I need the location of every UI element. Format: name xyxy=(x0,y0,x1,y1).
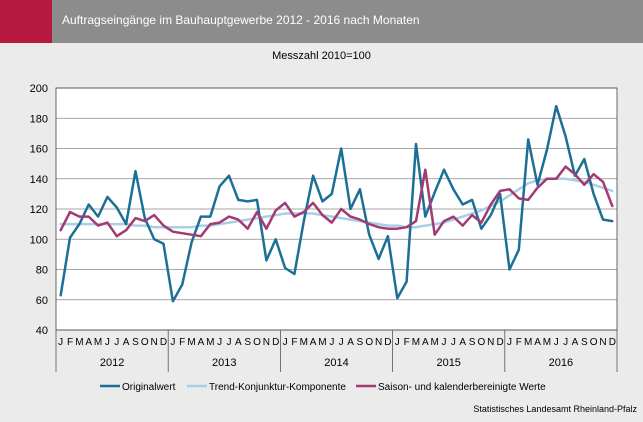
x-tick-label: M xyxy=(94,337,102,348)
y-tick-label: 80 xyxy=(36,265,48,277)
legend-label: Saison- und kalenderbereinigte Werte xyxy=(378,382,546,393)
y-tick-label: 160 xyxy=(30,144,48,156)
year-label: 2015 xyxy=(436,357,460,369)
header-accent xyxy=(0,0,52,43)
x-tick-label: J xyxy=(442,337,447,348)
y-tick-label: 140 xyxy=(30,174,48,186)
x-tick-label: M xyxy=(187,337,195,348)
x-tick-label: O xyxy=(365,337,373,348)
x-tick-label: M xyxy=(206,337,214,348)
x-tick-label: A xyxy=(459,337,466,348)
x-tick-label: M xyxy=(75,337,83,348)
y-tick-label: 200 xyxy=(30,83,48,95)
chart-title: Auftragseingänge im Bauhauptgewerbe 2012… xyxy=(62,13,420,27)
x-tick-label: S xyxy=(357,337,364,348)
legend-label: Originalwert xyxy=(122,382,176,393)
x-tick-label: J xyxy=(217,337,222,348)
x-tick-label: F xyxy=(67,337,73,348)
x-tick-label: M xyxy=(412,337,420,348)
x-tick-label: A xyxy=(123,337,130,348)
x-tick-label: A xyxy=(572,337,579,348)
x-tick-label: M xyxy=(318,337,326,348)
x-tick-label: J xyxy=(451,337,456,348)
x-tick-label: D xyxy=(384,337,391,348)
x-tick-label: A xyxy=(235,337,242,348)
x-tick-label: F xyxy=(179,337,185,348)
x-tick-label: A xyxy=(310,337,317,348)
legend-label: Trend-Konjunktur-Komponente xyxy=(209,382,346,393)
x-tick-label: J xyxy=(554,337,559,348)
x-tick-label: N xyxy=(151,337,158,348)
plot-border xyxy=(55,87,618,331)
x-tick-label: A xyxy=(85,337,92,348)
chart-subtitle: Messzahl 2010=100 xyxy=(272,50,371,62)
y-tick-label: 120 xyxy=(30,204,48,216)
x-tick-label: O xyxy=(590,337,598,348)
x-tick-label: J xyxy=(226,337,231,348)
x-tick-label: J xyxy=(283,337,288,348)
x-tick-label: M xyxy=(543,337,551,348)
x-tick-label: O xyxy=(141,337,149,348)
year-label: 2012 xyxy=(100,357,124,369)
x-tick-label: J xyxy=(563,337,568,348)
x-tick-label: S xyxy=(581,337,588,348)
x-tick-label: D xyxy=(609,337,616,348)
source-note: Statistisches Landesamt Rheinland-Pfalz xyxy=(473,404,637,414)
year-label: 2014 xyxy=(324,357,348,369)
x-tick-label: A xyxy=(422,337,429,348)
x-tick-label: D xyxy=(497,337,504,348)
x-tick-label: S xyxy=(244,337,251,348)
header-bar xyxy=(0,0,643,43)
x-tick-label: N xyxy=(263,337,270,348)
y-tick-label: 40 xyxy=(36,325,48,337)
series-line-0 xyxy=(59,104,614,303)
year-label: 2013 xyxy=(212,357,236,369)
x-tick-label: A xyxy=(534,337,541,348)
x-tick-label: M xyxy=(300,337,308,348)
x-tick-label: J xyxy=(105,337,110,348)
year-label: 2016 xyxy=(549,357,573,369)
x-tick-label: J xyxy=(170,337,175,348)
x-tick-label: N xyxy=(599,337,606,348)
y-tick-label: 180 xyxy=(30,113,48,125)
x-tick-label: S xyxy=(132,337,139,348)
x-tick-label: F xyxy=(291,337,297,348)
series-line-2 xyxy=(59,165,614,238)
x-tick-label: O xyxy=(478,337,486,348)
y-tick-label: 100 xyxy=(30,234,48,246)
x-tick-label: M xyxy=(524,337,532,348)
x-tick-label: J xyxy=(339,337,344,348)
x-tick-label: A xyxy=(198,337,205,348)
x-tick-label: J xyxy=(507,337,512,348)
y-tick-label: 60 xyxy=(36,295,48,307)
x-tick-label: D xyxy=(160,337,167,348)
x-tick-label: N xyxy=(375,337,382,348)
x-tick-label: J xyxy=(395,337,400,348)
x-tick-label: N xyxy=(487,337,494,348)
x-tick-label: F xyxy=(404,337,410,348)
x-tick-label: J xyxy=(329,337,334,348)
x-tick-label: F xyxy=(516,337,522,348)
x-tick-label: O xyxy=(253,337,261,348)
x-tick-label: A xyxy=(347,337,354,348)
x-tick-label: M xyxy=(431,337,439,348)
x-tick-label: J xyxy=(58,337,63,348)
x-tick-label: J xyxy=(114,337,119,348)
x-tick-label: D xyxy=(272,337,279,348)
x-tick-label: S xyxy=(469,337,476,348)
